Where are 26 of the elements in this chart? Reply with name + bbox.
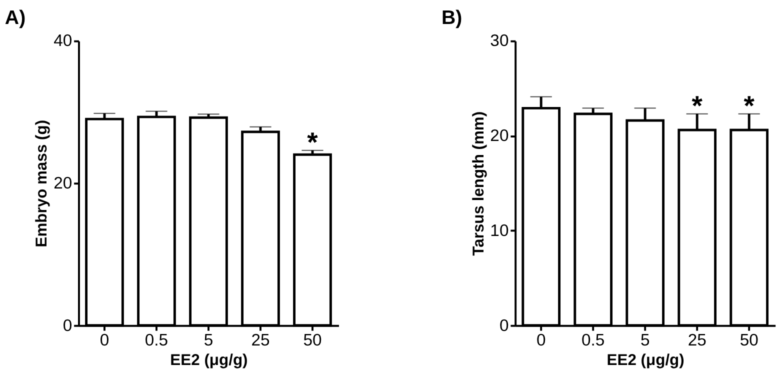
y-axis-title: Tarsus length (mm) bbox=[470, 111, 488, 256]
x-axis-title: EE2 (μg/g) bbox=[170, 352, 248, 370]
annotation: * bbox=[692, 90, 703, 121]
y-tick-label: 20 bbox=[54, 173, 72, 192]
y-tick-label: 30 bbox=[490, 31, 509, 50]
x-tick-label: 0 bbox=[100, 330, 110, 350]
chart-title: A) bbox=[4, 7, 26, 30]
y-tick-label: 10 bbox=[490, 220, 509, 240]
x-tick-label: 25 bbox=[688, 330, 706, 350]
y-axis-title: Embryo mass (g) bbox=[34, 120, 51, 248]
annotation: * bbox=[307, 126, 318, 158]
x-tick-label: 25 bbox=[251, 330, 270, 350]
x-tick-label: 5 bbox=[640, 330, 650, 350]
x-tick-label: 0.5 bbox=[582, 330, 605, 350]
x-tick-label: 5 bbox=[204, 330, 214, 350]
y-tick-label: 0 bbox=[499, 316, 509, 335]
x-tick-label: 50 bbox=[303, 330, 322, 350]
x-tick-label: 0 bbox=[536, 330, 546, 350]
y-tick-label: 40 bbox=[54, 31, 72, 50]
x-tick-label: 0.5 bbox=[144, 330, 168, 350]
y-tick-label: 20 bbox=[490, 126, 509, 146]
y-tick-label: 0 bbox=[62, 316, 72, 335]
chart-title: B) bbox=[442, 7, 462, 30]
x-axis-title: EE2 (μg/g) bbox=[606, 352, 684, 370]
annotation: * bbox=[744, 90, 755, 121]
x-tick-label: 50 bbox=[740, 330, 758, 350]
